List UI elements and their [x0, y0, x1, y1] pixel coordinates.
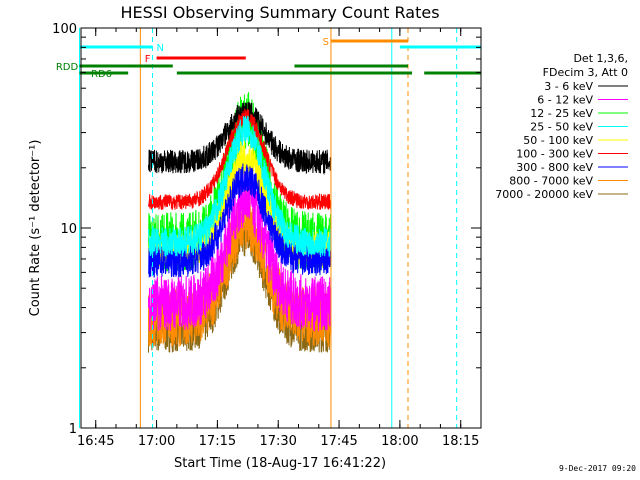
series-line — [148, 163, 332, 278]
legend-entry-label: 6 - 12 keV — [537, 94, 593, 107]
y-tick-layer: 1 10 100 — [52, 22, 481, 437]
x-axis-label: Start Time (18-Aug-17 16:41:22) — [174, 456, 386, 471]
generation-timestamp: 9-Dec-2017 09:20 — [559, 464, 636, 473]
vertical-marker-layer — [79, 28, 458, 428]
x-tick-label: 17:15 — [199, 434, 236, 449]
x-tick-label: 17:00 — [138, 434, 175, 449]
x-tick-label: 16:45 — [77, 434, 114, 449]
legend-entry-label: 50 - 100 keV — [523, 134, 593, 147]
y-tick-label: 10 — [60, 222, 77, 237]
flag-label: F — [145, 54, 151, 65]
legend-entry-label: 25 - 50 keV — [530, 121, 593, 134]
legend-entry-label: 300 - 800 keV — [516, 161, 593, 174]
x-tick-layer: 16:45 17:00 17:15 17:30 17:45 18:00 18:15 — [77, 28, 482, 449]
flag-label: S — [323, 37, 329, 48]
legend-entry-label: 3 - 6 keV — [544, 80, 593, 93]
series-line — [148, 101, 332, 176]
x-tick-label: 17:30 — [259, 434, 296, 449]
flag-layer: NF S RDD RD6 — [56, 37, 481, 80]
legend-entry-label: 12 - 25 keV — [530, 107, 593, 120]
legend-header-line-2: FDecim 3, Att 0 — [543, 66, 628, 79]
series-line — [148, 115, 332, 258]
series-line — [148, 171, 332, 332]
y-axis-label: Count Rate (s⁻¹ detector⁻¹) — [28, 140, 43, 317]
legend-entry-label: 800 - 7000 keV — [509, 175, 593, 188]
flag-label: N — [157, 43, 164, 54]
series-layer — [148, 92, 332, 353]
legend-entry-label: 7000 - 20000 keV — [495, 188, 593, 201]
flag-label: RDD — [56, 62, 79, 73]
x-tick-label: 18:00 — [381, 434, 418, 449]
chart-title: HESSI Observing Summary Count Rates — [120, 3, 439, 22]
y-tick-label: 100 — [52, 22, 77, 37]
legend-entry-label: 100 - 300 keV — [516, 148, 593, 161]
x-tick-label: 18:15 — [442, 434, 479, 449]
x-tick-label: 17:45 — [320, 434, 357, 449]
legend-header-line-1: Det 1,3,6, — [573, 52, 628, 65]
flag-label: RD6 — [91, 69, 112, 80]
y-tick-label: 1 — [69, 422, 77, 437]
